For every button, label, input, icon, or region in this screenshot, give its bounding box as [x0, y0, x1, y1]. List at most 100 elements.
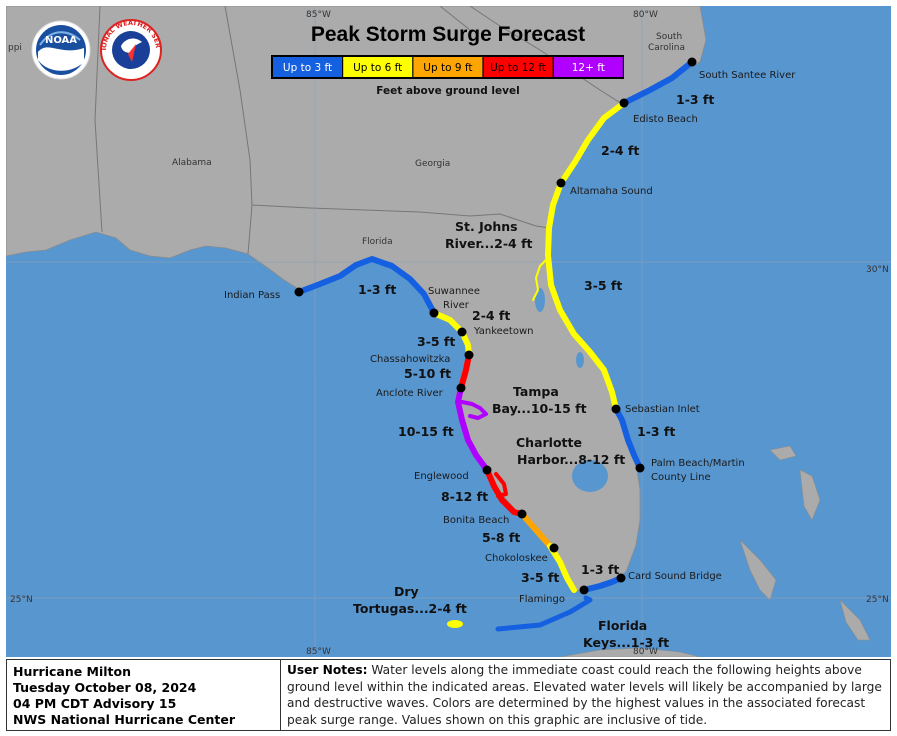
grid-label-lat-30-right: 30°N	[866, 265, 889, 275]
place-label-chokoloskee: Chokoloskee	[485, 553, 548, 564]
place-label-altamaha-sound: Altamaha Sound	[570, 186, 653, 197]
surge-label: 1-3 ft	[637, 424, 675, 439]
grid-label-lon-85-bottom: 85°W	[306, 647, 331, 657]
surge-tampa-bay	[460, 400, 488, 420]
noaa-logo-text: NOAA	[45, 35, 77, 46]
breakpoint-marker	[429, 308, 439, 318]
breakpoints	[294, 57, 697, 595]
surge-segment-2-4ft	[558, 100, 627, 186]
place-label-south-santee-river: South Santee River	[699, 70, 796, 81]
grid-label-lon-85-top: 85°W	[306, 10, 331, 20]
surge-label: Harbor...8-12 ft	[517, 452, 625, 467]
legend: Up to 3 ft Up to 6 ft Up to 9 ft Up to 12 f…	[271, 55, 624, 97]
surge-label: 3-5 ft	[584, 278, 622, 293]
storm-name: Hurricane Milton	[13, 664, 132, 679]
user-notes-text: Water levels along the immediate coast c…	[287, 663, 882, 727]
cuba	[559, 647, 701, 657]
breakpoint-marker	[464, 350, 474, 360]
surge-charlotte-harbor	[494, 472, 508, 498]
legend-swatch	[343, 57, 413, 77]
surge-label: 1-3 ft	[358, 282, 396, 297]
legend-swatch	[483, 57, 553, 77]
advisory-date: Tuesday October 08, 2024	[13, 680, 197, 695]
surge-label: 10-15 ft	[398, 424, 454, 439]
surge-label: 5-8 ft	[482, 530, 520, 545]
surge-label: 5-10 ft	[404, 366, 451, 381]
breakpoint-marker	[549, 543, 559, 553]
surge-label: 1-3 ft	[676, 92, 714, 107]
surge-label: 3-5 ft	[417, 334, 455, 349]
issuing-center: NWS National Hurricane Center	[13, 712, 236, 727]
legend-swatch	[273, 57, 342, 77]
breakpoint-marker	[579, 585, 589, 595]
user-notes-label: User Notes:	[287, 663, 368, 677]
region-label-alabama: Alabama	[172, 158, 212, 168]
grid-label-lon-80-bottom: 80°W	[633, 647, 658, 657]
surge-label: Dry	[394, 584, 419, 599]
breakpoint-marker	[294, 287, 304, 297]
surge-segment-1-3ft	[581, 575, 624, 593]
bahamas	[799, 469, 821, 521]
grid-label-lon-80-top: 80°W	[633, 10, 658, 20]
surge-label: Tampa	[513, 384, 559, 399]
legend-caption: Feet above ground level	[376, 85, 519, 97]
surge-label: 2-4 ft	[472, 308, 510, 323]
surge-segments	[296, 59, 695, 632]
breakpoint-marker	[457, 327, 467, 337]
place-label-edisto-beach: Edisto Beach	[633, 114, 698, 125]
region-label-georgia: Georgia	[415, 159, 450, 169]
state-borders	[94, 6, 623, 255]
breakpoint-marker	[482, 465, 492, 475]
footer: Hurricane Milton Tuesday October 08, 202…	[6, 659, 891, 731]
place-label-englewood: Englewood	[414, 471, 469, 482]
surge-segment-1-3ft	[613, 406, 643, 471]
surge-label: Bay...10-15 ft	[492, 401, 587, 416]
breakpoint-marker	[517, 509, 527, 519]
advisory-info: Hurricane Milton Tuesday October 08, 202…	[7, 660, 281, 730]
grid-label-lat-25-left: 25°N	[10, 595, 33, 605]
legend-label: Up to 6 ft	[353, 62, 402, 74]
surge-label: 8-12 ft	[441, 489, 488, 504]
surge-segment-2-4ft	[431, 310, 465, 335]
breakpoint-marker	[556, 178, 566, 188]
lat-lon-grid	[6, 6, 891, 657]
place-label-palm-beach: Palm Beach/Martin	[651, 458, 745, 469]
region-label-south-carolina: South	[656, 32, 682, 42]
surge-label: St. Johns	[455, 219, 518, 234]
lake-okeechobee	[572, 460, 608, 492]
surge-segment-8-12ft	[484, 467, 525, 517]
surge-label: 3-5 ft	[521, 570, 559, 585]
place-label-palm-beach: County Line	[651, 472, 711, 483]
breakpoint-marker	[611, 404, 621, 414]
place-label-bonita-beach: Bonita Beach	[443, 515, 509, 526]
surge-label: 1-3 ft	[581, 562, 619, 577]
user-notes: User Notes: Water levels along the immed…	[281, 660, 890, 730]
bahamas	[769, 445, 797, 461]
legend-label: Up to 12 ft	[490, 62, 546, 74]
surge-label: Tortugas...2-4 ft	[353, 601, 467, 616]
forecast-map: 85°W 80°W 85°W 80°W 30°N 25°N 25°N ppi A…	[6, 6, 891, 657]
breakpoint-marker	[687, 57, 697, 67]
surge-segment-5-10ft	[458, 352, 472, 391]
place-label-card-sound-bridge: Card Sound Bridge	[628, 571, 722, 582]
surge-segment-10-15ft	[455, 385, 490, 473]
grid-label-lat-25-right: 25°N	[866, 595, 889, 605]
legend-label: Up to 9 ft	[423, 62, 472, 74]
bahamas	[839, 598, 871, 641]
legend-swatch	[413, 57, 483, 77]
place-label-indian-pass: Indian Pass	[224, 290, 280, 301]
surge-label: Keys...1-3 ft	[583, 635, 669, 650]
legend-label: Up to 3 ft	[283, 62, 332, 74]
place-label-anclote-river: Anclote River	[376, 388, 444, 399]
surge-keys	[495, 595, 593, 632]
surge-label: River...2-4 ft	[445, 236, 533, 251]
lake	[535, 288, 545, 312]
advisory-number: 04 PM CDT Advisory 15	[13, 696, 177, 711]
place-label-flamingo: Flamingo	[519, 594, 565, 605]
region-label-florida: Florida	[362, 237, 393, 247]
surge-label: Charlotte	[516, 435, 582, 450]
place-label-suwannee-river: Suwannee	[428, 286, 480, 297]
surge-segment-3-5ft	[547, 543, 577, 593]
noaa-logo: NOAA	[31, 20, 91, 80]
